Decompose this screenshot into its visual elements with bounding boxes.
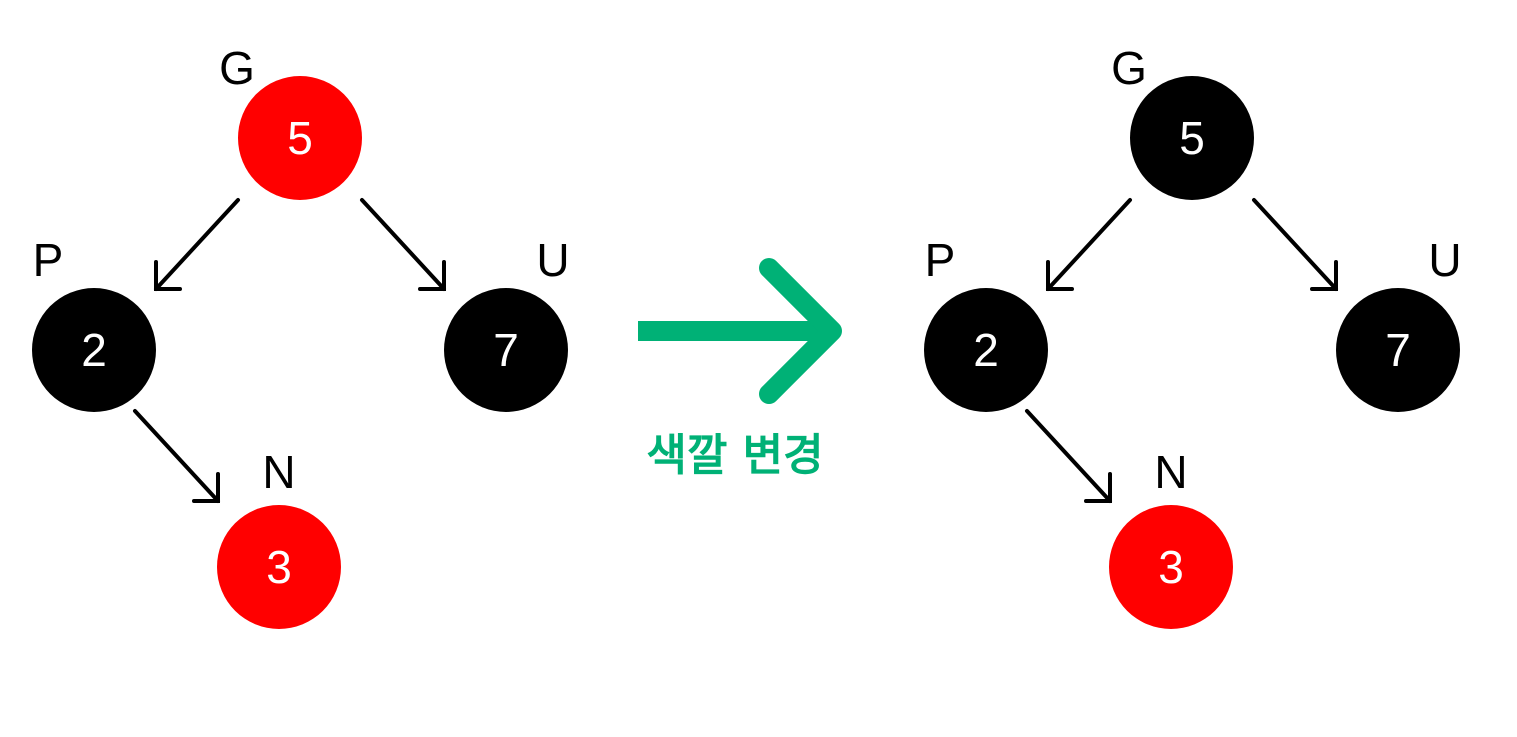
edge-after-p-n (1025, 409, 1112, 503)
node-after-p: 2 P (924, 234, 1048, 412)
node-after-p-tag: P (925, 234, 956, 286)
node-after-g: 5 G (1111, 42, 1254, 200)
edge-after-g-p (1046, 198, 1132, 291)
right-arrow-icon (638, 258, 842, 404)
transition: 색깔 변경 (638, 258, 842, 481)
node-after-n-value: 3 (1158, 541, 1184, 593)
node-after-u: 7 U (1336, 234, 1462, 412)
node-before-p-tag: P (33, 234, 64, 286)
node-after-u-tag: U (1428, 234, 1461, 286)
edge-after-g-u (1252, 198, 1338, 291)
tree-before: 5 G 2 P 7 U 3 N (32, 42, 570, 629)
node-after-g-value: 5 (1179, 112, 1205, 164)
node-after-n: 3 N (1109, 446, 1233, 629)
node-before-p-value: 2 (81, 324, 107, 376)
node-after-n-tag: N (1154, 446, 1187, 498)
node-after-g-tag: G (1111, 42, 1147, 94)
node-before-g: 5 G (219, 42, 362, 200)
node-after-u-value: 7 (1385, 324, 1411, 376)
arrow-head (759, 258, 842, 404)
node-before-n-circle (217, 505, 341, 629)
node-after-g-circle (1130, 76, 1254, 200)
node-after-u-circle (1336, 288, 1460, 412)
node-before-u-circle (444, 288, 568, 412)
edge-before-g-u (360, 198, 446, 291)
node-after-p-circle (924, 288, 1048, 412)
node-before-n: 3 N (217, 446, 341, 629)
transition-caption: 색깔 변경 (646, 430, 823, 481)
node-before-g-circle (238, 76, 362, 200)
edge-before-p-n (133, 409, 220, 503)
node-before-u-value: 7 (493, 324, 519, 376)
node-before-n-value: 3 (266, 541, 292, 593)
node-after-n-circle (1109, 505, 1233, 629)
node-before-g-tag: G (219, 42, 255, 94)
node-before-g-value: 5 (287, 112, 313, 164)
node-after-p-value: 2 (973, 324, 999, 376)
node-before-u: 7 U (444, 234, 570, 412)
node-before-p-circle (32, 288, 156, 412)
edge-before-g-p (154, 198, 240, 291)
tree-after: 5 G 2 P 7 U 3 N (924, 42, 1462, 629)
node-before-u-tag: U (536, 234, 569, 286)
node-before-n-tag: N (262, 446, 295, 498)
node-before-p: 2 P (32, 234, 156, 412)
